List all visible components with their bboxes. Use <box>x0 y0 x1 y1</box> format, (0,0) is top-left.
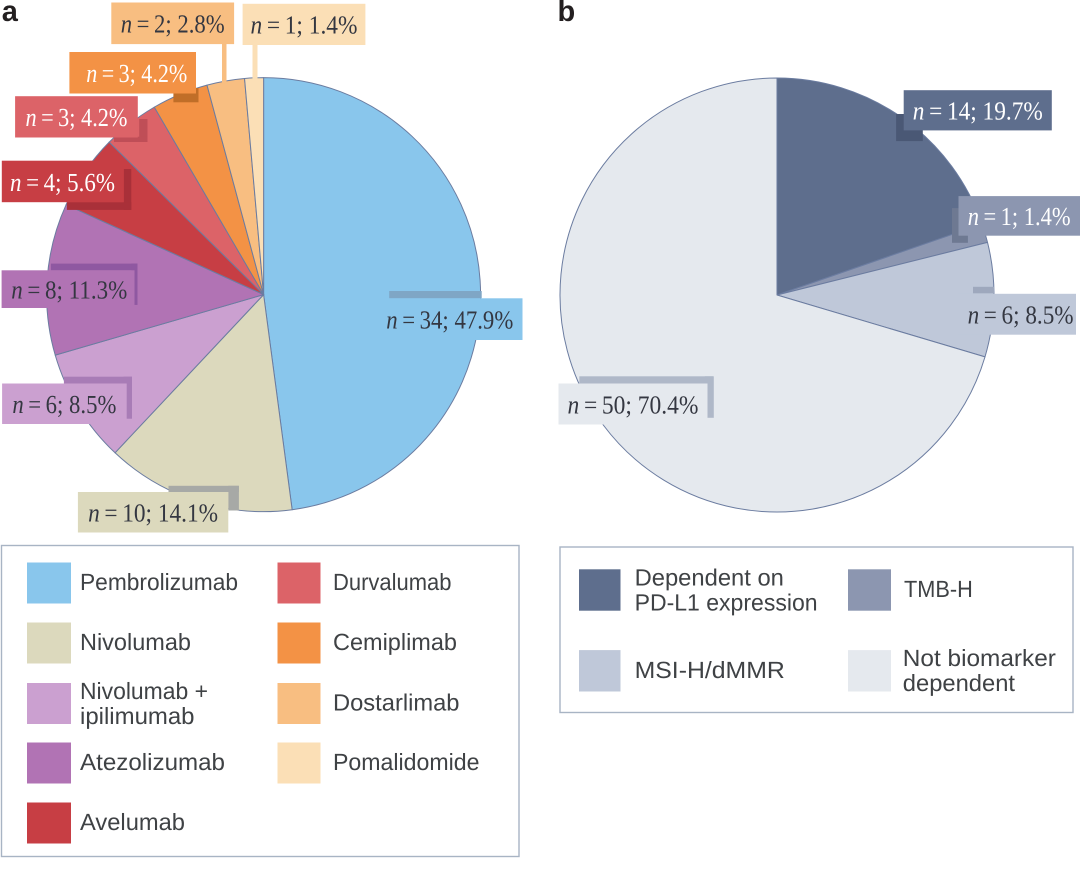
svg-text:n = 1; 1.4%: n = 1; 1.4% <box>968 202 1071 231</box>
svg-text:n = 8; 11.3%: n = 8; 11.3% <box>11 276 127 305</box>
svg-text:n = 10; 14.1%: n = 10; 14.1% <box>88 499 218 528</box>
svg-text:Pomalidomide: Pomalidomide <box>333 749 480 775</box>
svg-text:MSI-H/dMMR: MSI-H/dMMR <box>635 657 785 683</box>
svg-text:n = 2; 2.8%: n = 2; 2.8% <box>121 10 225 39</box>
svg-text:Pembrolizumab: Pembrolizumab <box>80 569 238 595</box>
svg-text:n = 6; 8.5%: n = 6; 8.5% <box>968 301 1074 330</box>
svg-text:dependent: dependent <box>903 670 1016 696</box>
svg-text:Nivolumab: Nivolumab <box>80 629 191 655</box>
svg-text:n = 50; 70.4%: n = 50; 70.4% <box>568 390 699 419</box>
svg-text:Dostarlimab: Dostarlimab <box>333 690 460 716</box>
svg-text:n = 1; 1.4%: n = 1; 1.4% <box>251 11 358 40</box>
svg-text:n = 14; 19.7%: n = 14; 19.7% <box>913 97 1043 126</box>
svg-text:n = 4; 5.6%: n = 4; 5.6% <box>10 168 115 197</box>
svg-text:n = 6; 8.5%: n = 6; 8.5% <box>12 390 116 419</box>
svg-text:n = 3; 4.2%: n = 3; 4.2% <box>26 103 128 132</box>
svg-text:Nivolumab +: Nivolumab + <box>80 678 208 704</box>
svg-text:Dependent on: Dependent on <box>635 564 784 590</box>
svg-text:a: a <box>2 0 19 28</box>
svg-text:n = 34; 47.9%: n = 34; 47.9% <box>386 306 513 335</box>
svg-text:n = 3; 4.2%: n = 3; 4.2% <box>86 59 187 88</box>
svg-text:PD-L1 expression: PD-L1 expression <box>635 589 818 615</box>
svg-text:Durvalumab: Durvalumab <box>333 569 452 595</box>
svg-text:Cemiplimab: Cemiplimab <box>333 629 457 655</box>
svg-text:ipilimumab: ipilimumab <box>80 703 195 729</box>
svg-text:TMB-H: TMB-H <box>904 576 973 602</box>
svg-text:Avelumab: Avelumab <box>80 809 185 835</box>
svg-text:Atezolizumab: Atezolizumab <box>80 749 225 775</box>
svg-text:b: b <box>558 0 576 28</box>
svg-text:Not biomarker: Not biomarker <box>903 645 1056 671</box>
